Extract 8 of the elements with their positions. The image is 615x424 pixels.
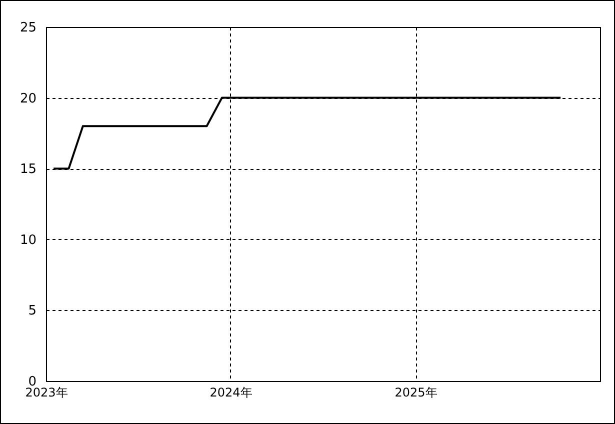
y-tick-label: 10 — [20, 232, 36, 248]
x-tick-label: 2024年 — [210, 386, 252, 400]
y-tick-label: 15 — [20, 162, 36, 178]
y-tick-label: 20 — [20, 91, 36, 106]
y-tick-label: 5 — [28, 304, 36, 319]
x-tick-label: 2023年 — [25, 386, 68, 400]
y-tick-label: 25 — [20, 20, 36, 36]
x-tick-label: 2025年 — [394, 386, 438, 400]
